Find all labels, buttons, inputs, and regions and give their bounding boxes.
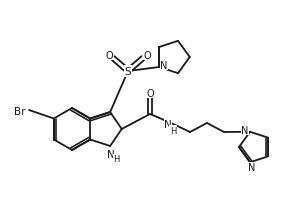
Text: H: H bbox=[113, 155, 119, 164]
Text: Br: Br bbox=[14, 107, 26, 116]
Text: N: N bbox=[248, 162, 256, 172]
Text: S: S bbox=[125, 67, 131, 77]
Text: O: O bbox=[146, 89, 154, 98]
Text: O: O bbox=[105, 51, 113, 61]
Text: N: N bbox=[164, 119, 172, 129]
Text: O: O bbox=[143, 51, 151, 61]
Text: H: H bbox=[170, 126, 176, 135]
Text: N: N bbox=[160, 61, 168, 71]
Text: N: N bbox=[241, 125, 249, 135]
Text: N: N bbox=[107, 149, 115, 159]
